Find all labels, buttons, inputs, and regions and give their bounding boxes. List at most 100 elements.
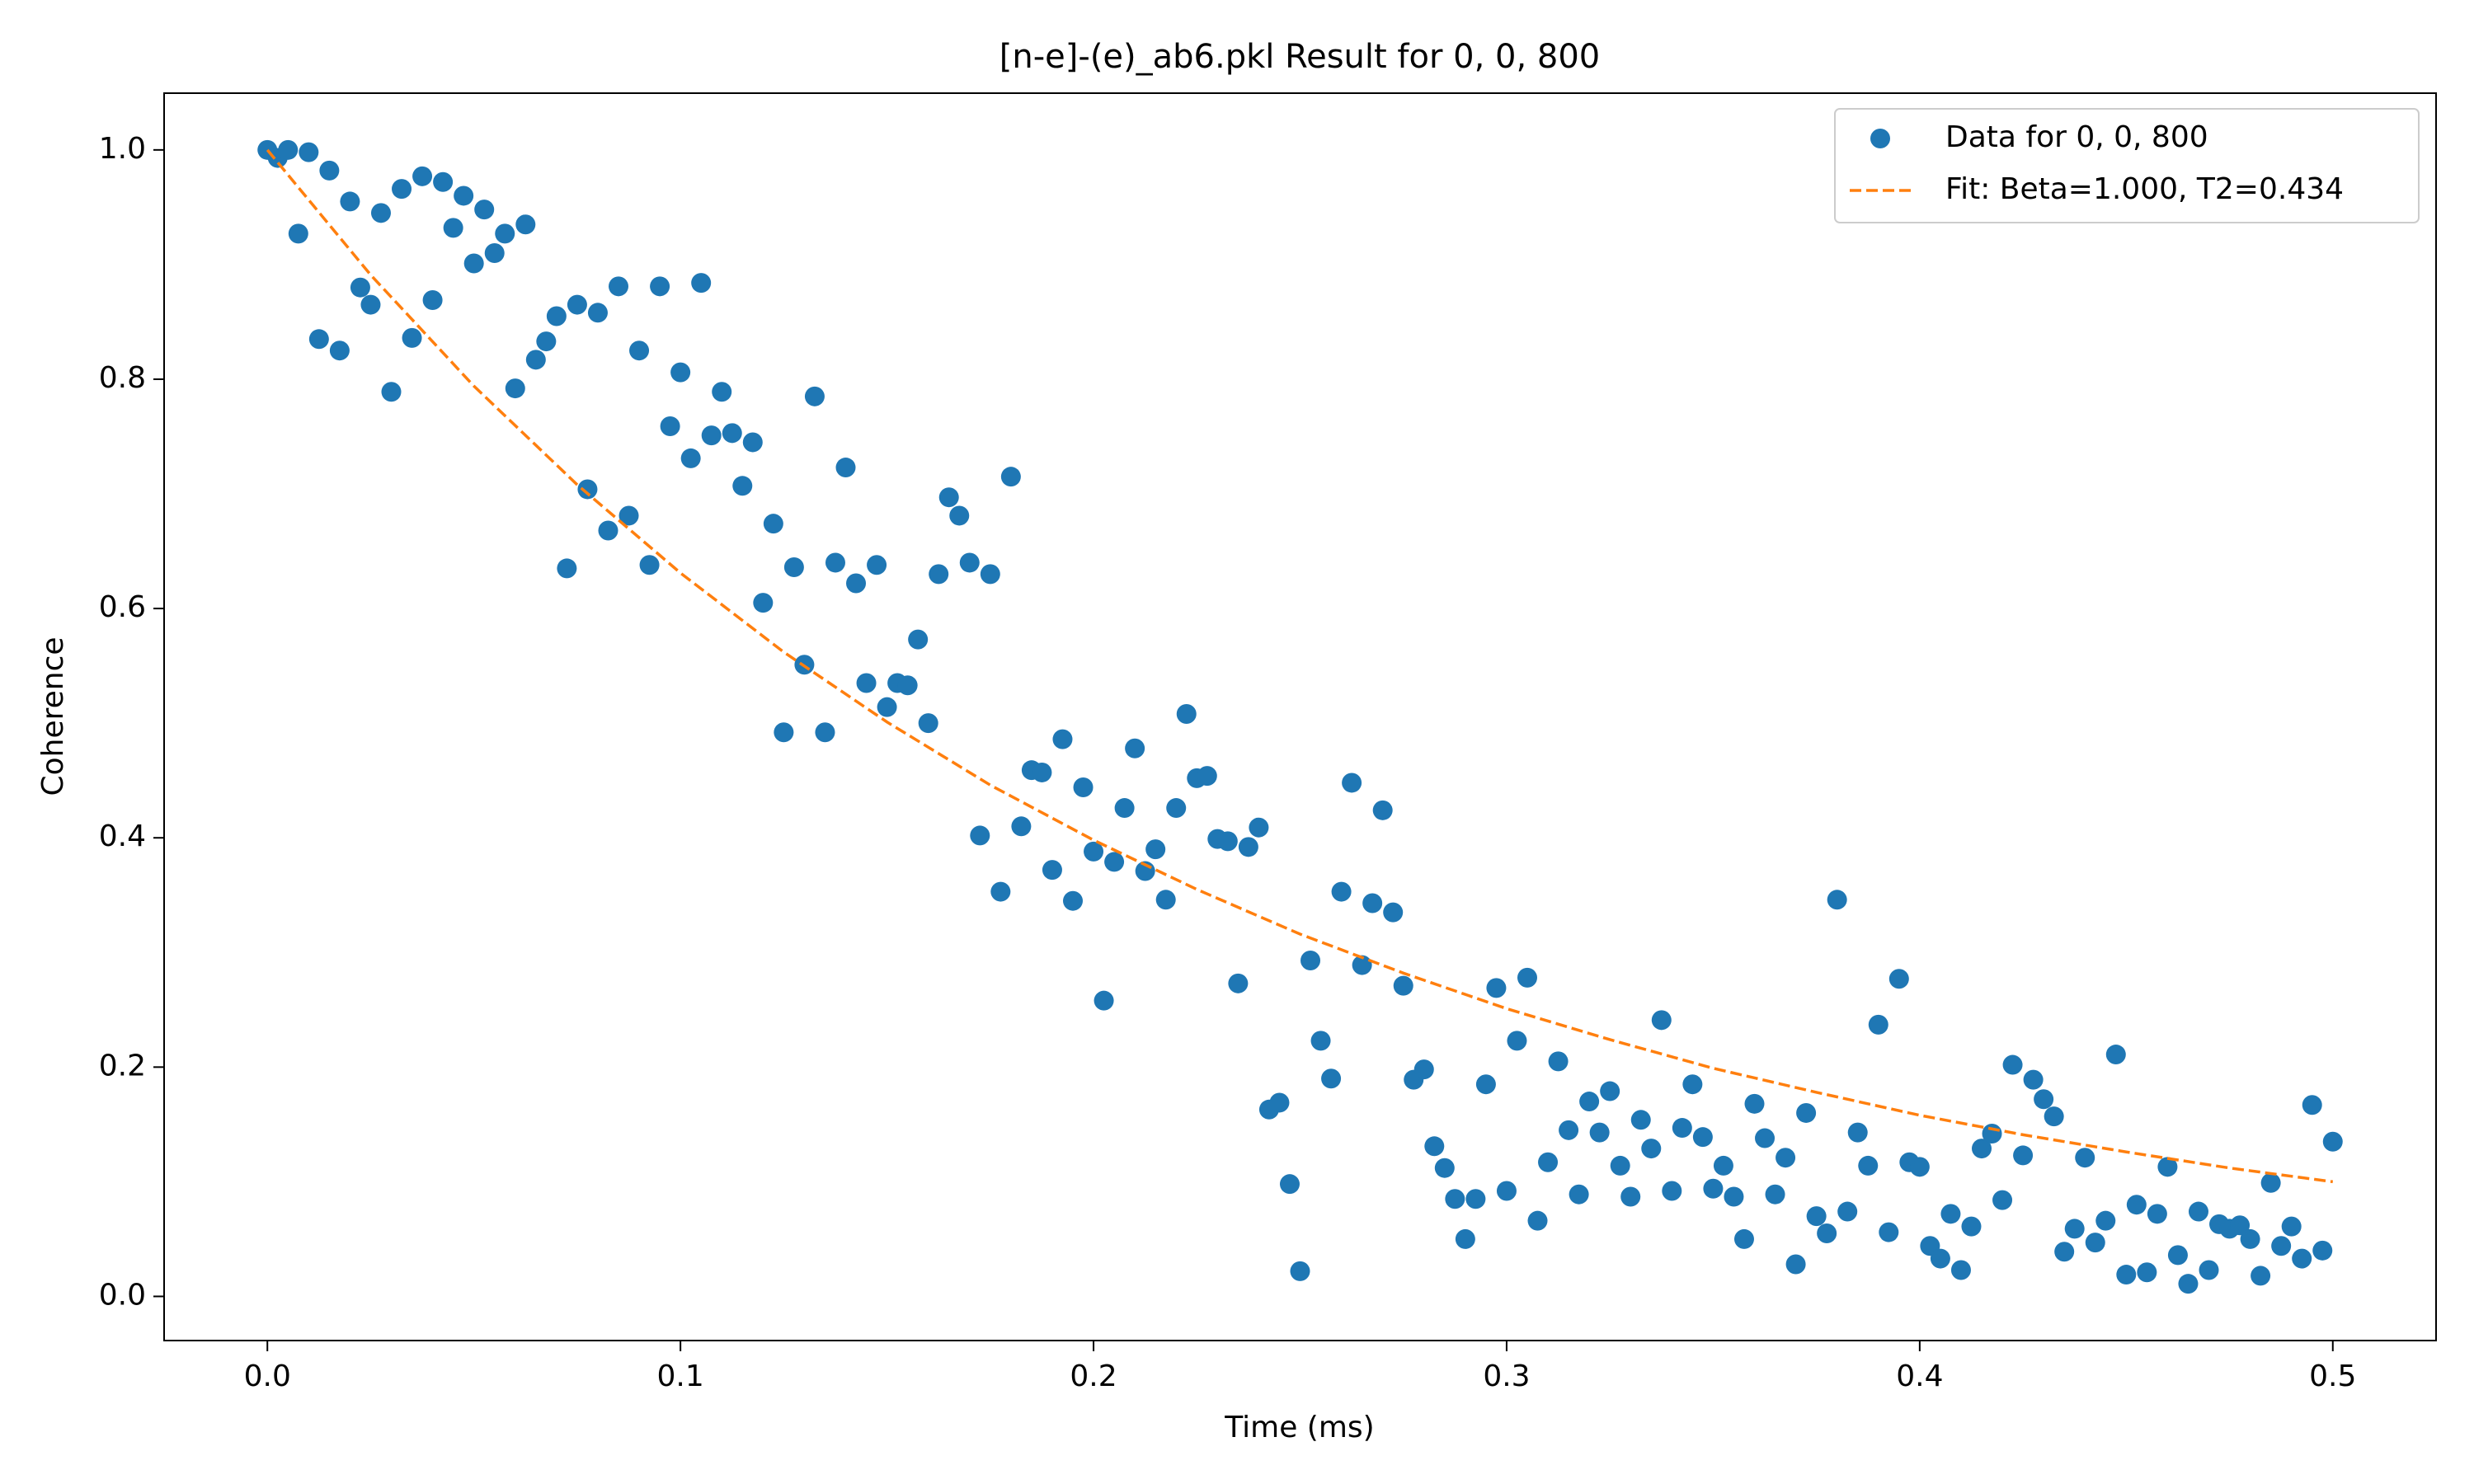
- data-point: [949, 505, 970, 526]
- data-point: [1569, 1184, 1589, 1205]
- data-point: [1806, 1206, 1827, 1227]
- data-point: [2095, 1210, 2116, 1231]
- data-point: [1662, 1181, 1682, 1201]
- data-point: [2085, 1233, 2105, 1253]
- data-point: [618, 505, 639, 526]
- data-point: [1837, 1201, 1858, 1222]
- data-point: [1827, 890, 1847, 910]
- data-point: [319, 160, 340, 181]
- data-point: [1114, 798, 1135, 819]
- data-point: [2054, 1242, 2075, 1262]
- fit-line: [266, 148, 2334, 1184]
- data-point: [340, 191, 360, 212]
- data-point: [1930, 1248, 1950, 1269]
- data-point: [360, 294, 381, 315]
- data-point: [1940, 1204, 1961, 1224]
- data-point: [732, 476, 753, 496]
- legend-label: Data for 0, 0, 800: [1945, 120, 2208, 154]
- data-point: [1290, 1261, 1310, 1281]
- y-tick-label: 1.0: [99, 132, 146, 166]
- data-point: [2302, 1095, 2322, 1115]
- data-point: [2157, 1157, 2178, 1177]
- data-point: [712, 382, 732, 402]
- data-point: [2023, 1069, 2044, 1090]
- data-point: [1032, 762, 1052, 782]
- data-point: [701, 425, 722, 446]
- data-point: [433, 171, 454, 192]
- data-point: [288, 223, 308, 244]
- data-point: [1342, 773, 1362, 793]
- data-point: [2167, 1245, 2188, 1266]
- data-point: [1600, 1081, 1620, 1101]
- data-point: [2178, 1274, 2199, 1294]
- data-point: [1125, 738, 1145, 758]
- data-point: [1073, 777, 1094, 798]
- data-point: [443, 218, 463, 238]
- data-point: [1279, 1174, 1300, 1195]
- data-point: [1104, 852, 1125, 872]
- data-point: [1197, 766, 1217, 787]
- data-point: [742, 432, 763, 453]
- data-point: [557, 558, 577, 579]
- data-point: [629, 340, 650, 361]
- data-point: [918, 713, 938, 734]
- data-point: [856, 673, 877, 693]
- data-point: [412, 166, 433, 186]
- data-point: [2312, 1240, 2333, 1261]
- data-point: [1424, 1136, 1445, 1157]
- x-tick-label: 0.4: [1896, 1360, 1943, 1393]
- data-point: [1982, 1123, 2002, 1144]
- data-point: [835, 458, 856, 478]
- data-point: [381, 382, 402, 402]
- data-point: [670, 362, 691, 383]
- data-point: [495, 223, 515, 244]
- data-point: [1703, 1178, 1724, 1199]
- x-tick-label: 0.0: [244, 1360, 291, 1393]
- data-point: [2260, 1172, 2281, 1193]
- data-point: [463, 253, 484, 274]
- data-point: [680, 448, 701, 468]
- data-point: [350, 277, 370, 298]
- data-point: [515, 214, 536, 235]
- y-tick-label: 0.2: [99, 1049, 146, 1082]
- data-point: [1063, 890, 1083, 911]
- data-point: [454, 186, 474, 206]
- legend-marker: [1870, 129, 1890, 148]
- data-point: [1847, 1122, 1868, 1143]
- data-point: [1589, 1122, 1610, 1143]
- data-point: [484, 242, 505, 263]
- data-point: [2281, 1216, 2302, 1237]
- data-point: [1413, 1059, 1434, 1080]
- data-point: [1672, 1118, 1692, 1139]
- data-point: [1559, 1120, 1579, 1140]
- data-point: [2199, 1260, 2219, 1280]
- data-point: [1817, 1223, 1837, 1243]
- data-point: [2034, 1089, 2054, 1110]
- chart-title: [n-e]-(e)_ab6.pkl Result for 0, 0, 800: [999, 38, 1600, 76]
- data-point: [1372, 800, 1393, 820]
- data-point: [1858, 1155, 1879, 1176]
- data-point: [938, 487, 959, 508]
- data-point: [1052, 729, 1073, 749]
- data-point: [763, 514, 783, 534]
- data-point: [660, 416, 680, 436]
- data-point: [609, 276, 628, 297]
- data-point: [1879, 1222, 1899, 1242]
- y-tick-label: 0.8: [99, 361, 146, 395]
- data-point: [1548, 1051, 1569, 1072]
- data-point: [1765, 1184, 1785, 1205]
- data-point: [1094, 990, 1114, 1011]
- data-point: [990, 881, 1011, 902]
- data-point: [1228, 973, 1249, 993]
- data-point: [1331, 881, 1352, 902]
- data-point: [536, 331, 557, 352]
- x-axis-label: Time (ms): [1224, 1411, 1374, 1444]
- data-point: [1084, 841, 1104, 862]
- data-point: [877, 697, 897, 717]
- data-point: [1692, 1127, 1713, 1148]
- data-point: [1610, 1155, 1630, 1176]
- data-point: [1713, 1155, 1733, 1176]
- y-tick-label: 0.4: [99, 819, 146, 853]
- data-point: [1868, 1014, 1888, 1035]
